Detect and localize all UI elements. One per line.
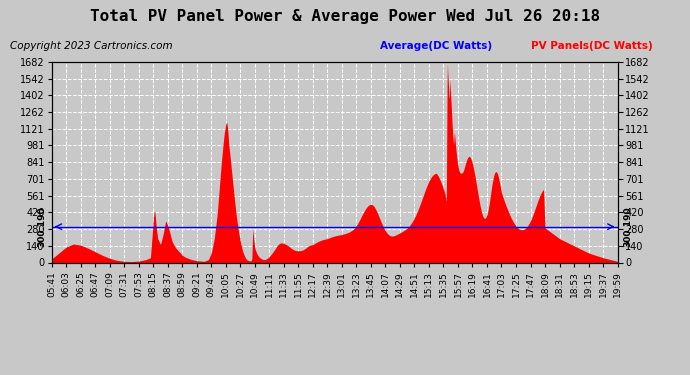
- Text: PV Panels(DC Watts): PV Panels(DC Watts): [531, 41, 653, 51]
- Text: Copyright 2023 Cartronics.com: Copyright 2023 Cartronics.com: [10, 41, 173, 51]
- Text: Average(DC Watts): Average(DC Watts): [380, 41, 492, 51]
- Text: 300.190: 300.190: [623, 206, 632, 247]
- Text: Total PV Panel Power & Average Power Wed Jul 26 20:18: Total PV Panel Power & Average Power Wed…: [90, 9, 600, 24]
- Text: 300.190: 300.190: [37, 206, 46, 247]
